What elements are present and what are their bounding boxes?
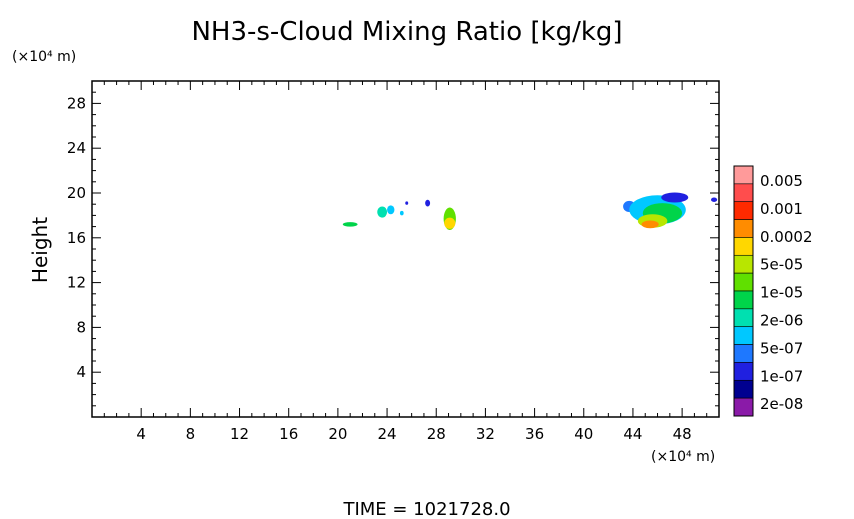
colorbar-label: 0.005 — [760, 172, 803, 190]
y-unit-label: (×10⁴ m) — [12, 49, 76, 65]
cloud-patch — [405, 201, 409, 205]
y-tick-label: 16 — [67, 229, 86, 247]
x-tick-label: 16 — [279, 425, 298, 443]
colorbar-label: 0.001 — [760, 200, 803, 218]
colorbar-label: 5e-07 — [760, 339, 803, 357]
y-tick-label: 8 — [76, 318, 86, 336]
colorbar-swatch — [733, 272, 754, 292]
colorbar-label: 2e-08 — [760, 395, 803, 413]
colorbar-label: 2e-06 — [760, 312, 803, 330]
colorbar-swatch — [733, 165, 754, 185]
cloud-patch — [377, 206, 388, 218]
colorbar-label: 1e-05 — [760, 284, 803, 302]
time-label: TIME = 1021728.0 — [342, 499, 510, 519]
colorbar-label: 0.0002 — [760, 228, 813, 246]
x-unit-label: (×10⁴ m) — [651, 449, 715, 465]
cloud-patch — [444, 217, 456, 229]
colorbar-swatch — [733, 344, 754, 363]
x-tick-label: 48 — [673, 425, 692, 443]
colorbar-swatch — [733, 326, 754, 345]
colorbar-swatch — [733, 308, 754, 328]
x-tick-label: 12 — [230, 425, 249, 443]
cloud-patch — [641, 220, 659, 229]
cloud-patch — [661, 192, 689, 203]
cloud-patch — [342, 222, 358, 227]
y-tick-label: 24 — [67, 139, 86, 157]
cloud-patch — [399, 210, 404, 216]
y-axis-label: Height — [28, 217, 52, 283]
colorbar-swatch — [733, 254, 754, 274]
x-tick-label: 20 — [328, 425, 347, 443]
colorbar-label: 1e-07 — [760, 367, 803, 385]
x-tick-label: 28 — [427, 425, 446, 443]
x-tick-label: 44 — [623, 425, 642, 443]
y-tick-label: 12 — [67, 274, 86, 292]
chart-title: NH3-s-Cloud Mixing Ratio [kg/kg] — [191, 17, 622, 47]
colorbar-swatch — [733, 183, 754, 203]
y-tick-label: 28 — [67, 94, 86, 112]
x-tick-label: 36 — [525, 425, 544, 443]
colorbar-swatch — [733, 201, 754, 220]
colorbar-swatch — [733, 290, 754, 310]
cloud-patch — [711, 197, 718, 202]
colorbar-frame — [733, 165, 754, 417]
x-tick-label: 40 — [574, 425, 593, 443]
x-tick-label: 8 — [186, 425, 196, 443]
colorbar: 0.005 0.001 0.0002 5e-05 1e-05 2e-06 5e-07 1e-0… — [733, 165, 813, 417]
colorbar-label: 5e-05 — [760, 256, 803, 274]
colorbar-swatch — [733, 237, 754, 256]
y-tick-label: 20 — [67, 184, 86, 202]
x-tick-label: 24 — [378, 425, 397, 443]
x-tick-label: 4 — [136, 425, 146, 443]
colorbar-swatch — [733, 362, 754, 381]
cloud-field — [342, 192, 718, 230]
cloud-patch — [425, 199, 431, 207]
plot-frame — [91, 80, 720, 418]
cloud-patch — [387, 205, 395, 215]
colorbar-swatch — [733, 397, 754, 417]
y-tick-label: 4 — [76, 363, 86, 381]
colorbar-swatch — [733, 379, 754, 399]
x-tick-label: 32 — [476, 425, 495, 443]
colorbar-swatch — [733, 219, 754, 238]
